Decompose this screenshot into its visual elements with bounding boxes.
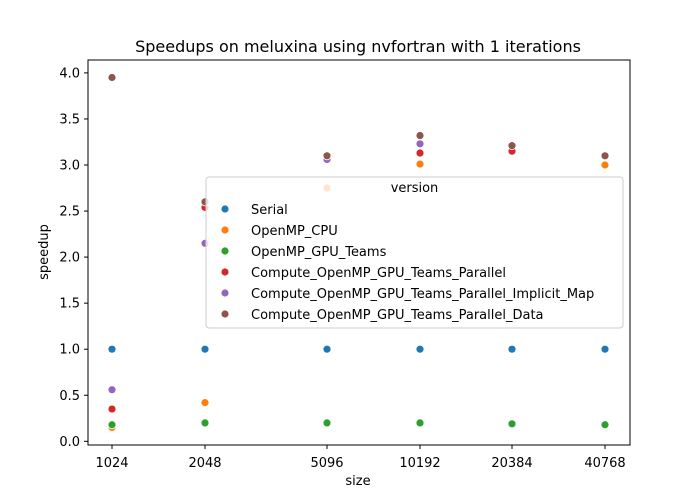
y-tick-label: 2.0 xyxy=(59,251,80,266)
legend-title: version xyxy=(391,181,439,196)
data-point xyxy=(107,404,117,414)
legend-entry: Compute_OpenMP_GPU_Teams_Parallel xyxy=(251,266,506,281)
data-point xyxy=(600,420,610,430)
legend-marker xyxy=(220,246,230,256)
data-point xyxy=(322,151,332,161)
x-tick-label: 2048 xyxy=(188,456,221,471)
data-point xyxy=(200,418,210,428)
y-tick-label: 1.0 xyxy=(59,343,80,358)
legend-entry: OpenMP_GPU_Teams xyxy=(251,245,387,260)
x-tick-label: 5096 xyxy=(310,456,343,471)
data-point xyxy=(415,418,425,428)
data-point xyxy=(107,344,117,354)
x-tick-label: 10192 xyxy=(399,456,440,471)
data-point xyxy=(200,344,210,354)
y-tick-label: 2.5 xyxy=(59,205,80,220)
legend-entry: Compute_OpenMP_GPU_Teams_Parallel_Implic… xyxy=(251,287,594,302)
data-point xyxy=(415,344,425,354)
legend-marker xyxy=(220,288,230,298)
data-point xyxy=(507,141,517,151)
data-point xyxy=(107,420,117,430)
legend-marker xyxy=(220,309,230,319)
data-point xyxy=(507,419,517,429)
data-point xyxy=(107,73,117,82)
legend-marker xyxy=(220,267,230,277)
plot-frame xyxy=(87,59,631,446)
legend-marker xyxy=(220,204,230,214)
x-axis: 1024 2048 5096 10192 20384 40768 xyxy=(95,445,626,471)
legend-entry: OpenMP_CPU xyxy=(251,224,338,239)
x-tick-label: 40768 xyxy=(584,456,625,471)
y-axis: 0.0 0.5 1.0 1.5 2.0 2.5 3.0 3.5 4.0 xyxy=(59,66,88,450)
data-point xyxy=(415,139,425,149)
legend-entry: Compute_OpenMP_GPU_Teams_Parallel_Data xyxy=(251,308,544,323)
x-tick-label: 20384 xyxy=(491,456,532,471)
data-point xyxy=(322,418,332,428)
y-tick-label: 1.5 xyxy=(59,297,80,312)
data-point xyxy=(415,131,425,140)
data-point xyxy=(600,160,610,170)
data-point xyxy=(600,151,610,161)
data-point xyxy=(200,398,210,408)
data-point xyxy=(415,148,425,158)
legend-marker xyxy=(220,225,230,235)
x-axis-label: size xyxy=(345,474,370,489)
legend: version Serial OpenMP_CPU OpenMP_GPU_Teams C… xyxy=(205,176,624,329)
data-point xyxy=(415,159,425,169)
chart-title: Speedups on meluxina using nvfortran wit… xyxy=(135,37,581,56)
y-tick-label: 4.0 xyxy=(59,66,80,81)
y-axis-label: speedup xyxy=(37,224,52,280)
y-tick-label: 3.5 xyxy=(59,112,80,127)
legend-entry: Serial xyxy=(251,203,288,218)
y-tick-label: 3.0 xyxy=(59,159,80,174)
legend-frame xyxy=(205,176,624,329)
data-point xyxy=(322,344,332,354)
y-tick-label: 0.5 xyxy=(59,389,80,404)
y-tick-label: 0.0 xyxy=(59,435,80,450)
data-point xyxy=(507,344,517,354)
data-point xyxy=(107,385,117,395)
x-tick-label: 1024 xyxy=(95,456,128,471)
data-point xyxy=(600,344,610,354)
